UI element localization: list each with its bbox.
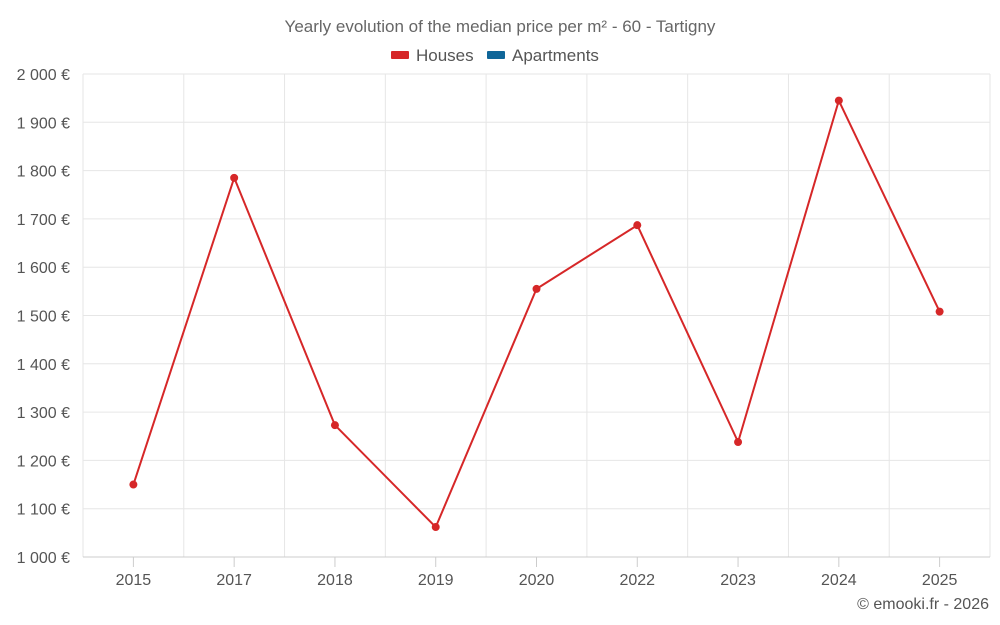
y-tick-label: 1 500 € (17, 309, 70, 326)
x-tick-label: 2024 (821, 572, 857, 589)
data-point-houses (129, 480, 138, 489)
y-tick-label: 1 300 € (17, 405, 70, 422)
credit: © emooki.fr - 2026 (857, 596, 989, 613)
y-tick-label: 1 700 € (17, 212, 70, 229)
grid (82, 73, 991, 557)
x-tick-label: 2020 (519, 572, 555, 589)
legend-label-apartments: Apartments (512, 46, 599, 65)
x-tick-label: 2019 (418, 572, 454, 589)
chart-title: Yearly evolution of the median price per… (285, 17, 716, 36)
y-tick-label: 1 100 € (17, 502, 70, 519)
data-point-houses (935, 307, 944, 316)
y-axis: 1 000 € 1 100 € 1 200 € 1 300 € 1 400 € 1 500… (17, 67, 70, 567)
legend-item-houses[interactable]: Houses (391, 46, 474, 65)
x-axis: 2015 2017 2018 2019 2020 2022 2023 2024 2025 (83, 556, 990, 589)
series-layer (129, 96, 944, 532)
data-point-houses (834, 96, 843, 105)
y-tick-label: 1 800 € (17, 164, 70, 181)
legend-label-houses: Houses (416, 46, 474, 65)
x-tick-label: 2025 (922, 572, 958, 589)
data-point-houses (230, 173, 239, 182)
y-tick-label: 1 600 € (17, 260, 70, 277)
data-point-houses (532, 284, 541, 293)
data-point-houses (734, 438, 743, 447)
legend-swatch-apartments (487, 51, 505, 59)
y-tick-label: 1 000 € (17, 550, 70, 567)
x-tick-label: 2022 (619, 572, 655, 589)
y-tick-label: 1 900 € (17, 115, 70, 132)
legend-swatch-houses (391, 51, 409, 59)
x-tick-label: 2023 (720, 572, 756, 589)
legend: Houses Apartments (391, 46, 599, 65)
x-tick-label: 2017 (216, 572, 252, 589)
y-tick-label: 1 400 € (17, 357, 70, 374)
legend-item-apartments[interactable]: Apartments (487, 46, 599, 65)
x-tick-label: 2015 (116, 572, 152, 589)
data-point-houses (633, 221, 642, 230)
y-tick-label: 2 000 € (17, 67, 70, 84)
data-point-houses (431, 523, 440, 532)
y-tick-label: 1 200 € (17, 453, 70, 470)
data-point-houses (330, 421, 339, 430)
x-tick-label: 2018 (317, 572, 353, 589)
series-line-houses (132, 99, 941, 529)
